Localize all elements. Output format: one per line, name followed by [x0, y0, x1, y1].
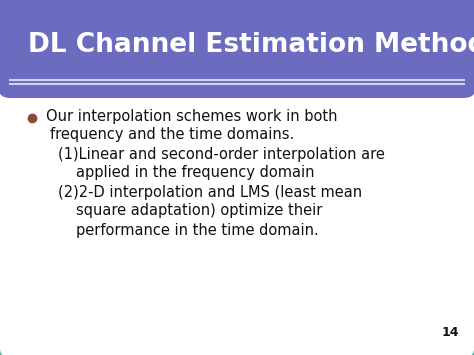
Text: DL Channel Estimation Methods: DL Channel Estimation Methods	[28, 32, 474, 58]
Text: 14: 14	[441, 327, 459, 339]
Bar	[10, 47, 464, 86]
FancyBboxPatch shape	[0, 0, 474, 98]
Text: frequency and the time domains.: frequency and the time domains.	[50, 127, 294, 142]
Text: (1)Linear and second-order interpolation are: (1)Linear and second-order interpolation…	[58, 147, 385, 162]
Text: Our interpolation schemes work in both: Our interpolation schemes work in both	[46, 109, 337, 124]
Text: performance in the time domain.: performance in the time domain.	[76, 223, 319, 237]
Text: square adaptation) optimize their: square adaptation) optimize their	[76, 203, 322, 218]
Text: applied in the frequency domain: applied in the frequency domain	[76, 165, 315, 180]
Text: (2)2-D interpolation and LMS (least mean: (2)2-D interpolation and LMS (least mean	[58, 185, 362, 200]
